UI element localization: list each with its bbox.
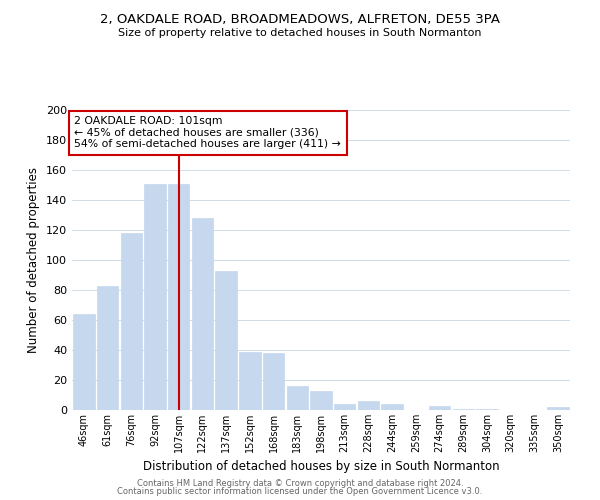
Bar — [145, 184, 166, 410]
Bar — [239, 352, 260, 410]
Bar — [547, 407, 569, 410]
Bar — [263, 353, 284, 410]
Bar — [382, 404, 403, 410]
Text: Contains public sector information licensed under the Open Government Licence v3: Contains public sector information licen… — [118, 487, 482, 496]
X-axis label: Distribution of detached houses by size in South Normanton: Distribution of detached houses by size … — [143, 460, 499, 473]
Bar — [97, 286, 118, 410]
Bar — [287, 386, 308, 410]
Bar — [310, 390, 332, 410]
Text: Size of property relative to detached houses in South Normanton: Size of property relative to detached ho… — [118, 28, 482, 38]
Bar — [121, 233, 142, 410]
Bar — [73, 314, 95, 410]
Bar — [192, 218, 213, 410]
Bar — [215, 270, 237, 410]
Bar — [334, 404, 355, 410]
Bar — [358, 401, 379, 410]
Bar — [476, 408, 497, 410]
Bar — [429, 406, 450, 410]
Text: 2 OAKDALE ROAD: 101sqm
← 45% of detached houses are smaller (336)
54% of semi-de: 2 OAKDALE ROAD: 101sqm ← 45% of detached… — [74, 116, 341, 149]
Bar — [168, 184, 190, 410]
Text: 2, OAKDALE ROAD, BROADMEADOWS, ALFRETON, DE55 3PA: 2, OAKDALE ROAD, BROADMEADOWS, ALFRETON,… — [100, 12, 500, 26]
Bar — [452, 408, 474, 410]
Text: Contains HM Land Registry data © Crown copyright and database right 2024.: Contains HM Land Registry data © Crown c… — [137, 478, 463, 488]
Y-axis label: Number of detached properties: Number of detached properties — [28, 167, 40, 353]
